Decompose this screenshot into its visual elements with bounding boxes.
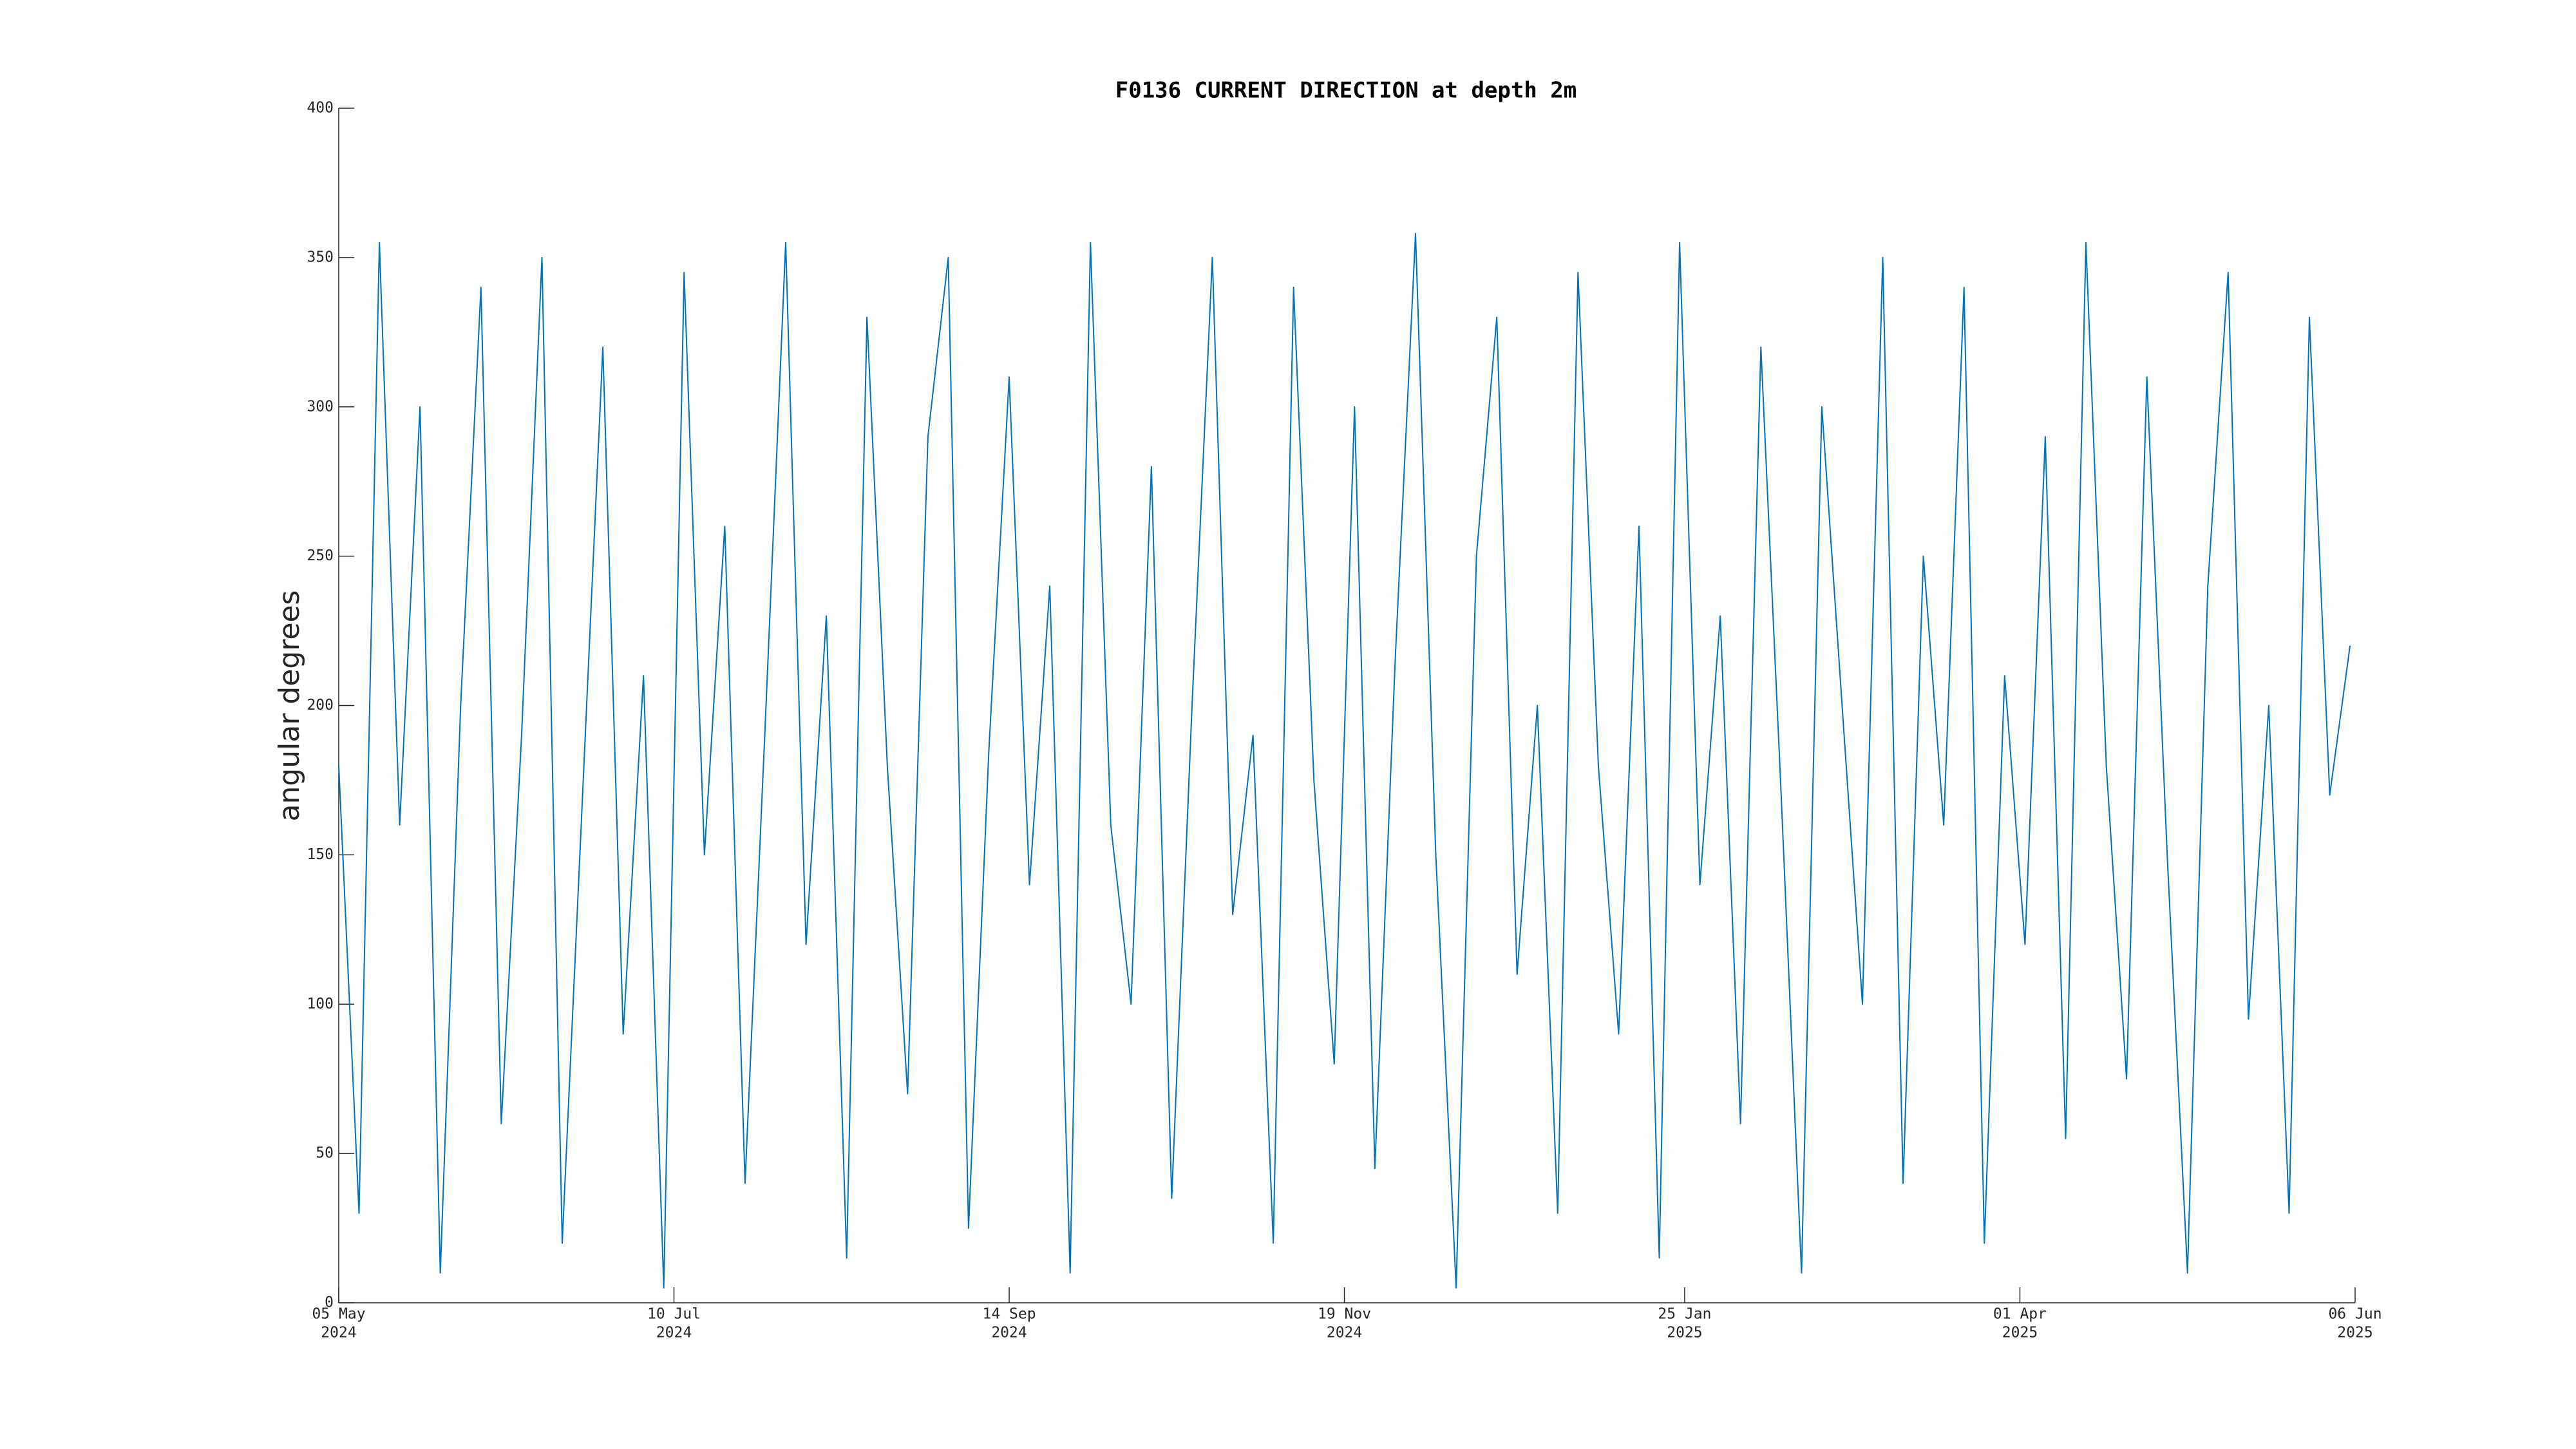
y-tick-label: 400 (307, 100, 334, 117)
x-tick-label: 2025 (1667, 1325, 1702, 1341)
x-tick-label: 06 Jun (2328, 1306, 2382, 1323)
y-tick-label: 150 (307, 846, 334, 863)
x-tick-label: 05 May (312, 1306, 365, 1323)
y-tick-label: 0 (325, 1294, 334, 1311)
data-line (338, 232, 2351, 1289)
x-tick-label: 2024 (991, 1325, 1027, 1341)
x-tick-label: 25 Jan (1658, 1306, 1711, 1323)
x-tick-label: 14 Sep (982, 1306, 1036, 1323)
x-tick-label: 2025 (2002, 1325, 2038, 1341)
y-tick-label: 100 (307, 996, 334, 1012)
y-tick-label: 350 (307, 249, 334, 265)
chart-title: F0136 CURRENT DIRECTION at depth 2m (1115, 78, 1577, 104)
y-axis-label: angular degrees (273, 590, 306, 821)
y-tick-label: 250 (307, 547, 334, 564)
x-tick-label: 10 Jul (647, 1306, 701, 1323)
x-tick-label: 19 Nov (1318, 1306, 1371, 1323)
x-tick-label: 2024 (656, 1325, 692, 1341)
x-tick-label: 01 Apr (1993, 1306, 2047, 1323)
x-tick-label: 2024 (1327, 1325, 1362, 1341)
y-tick-label: 50 (316, 1145, 334, 1162)
x-tick-label: 2025 (2337, 1325, 2372, 1341)
y-tick-label: 300 (307, 398, 334, 415)
y-tick-label: 200 (307, 697, 334, 714)
x-tick-label: 2024 (321, 1325, 356, 1341)
